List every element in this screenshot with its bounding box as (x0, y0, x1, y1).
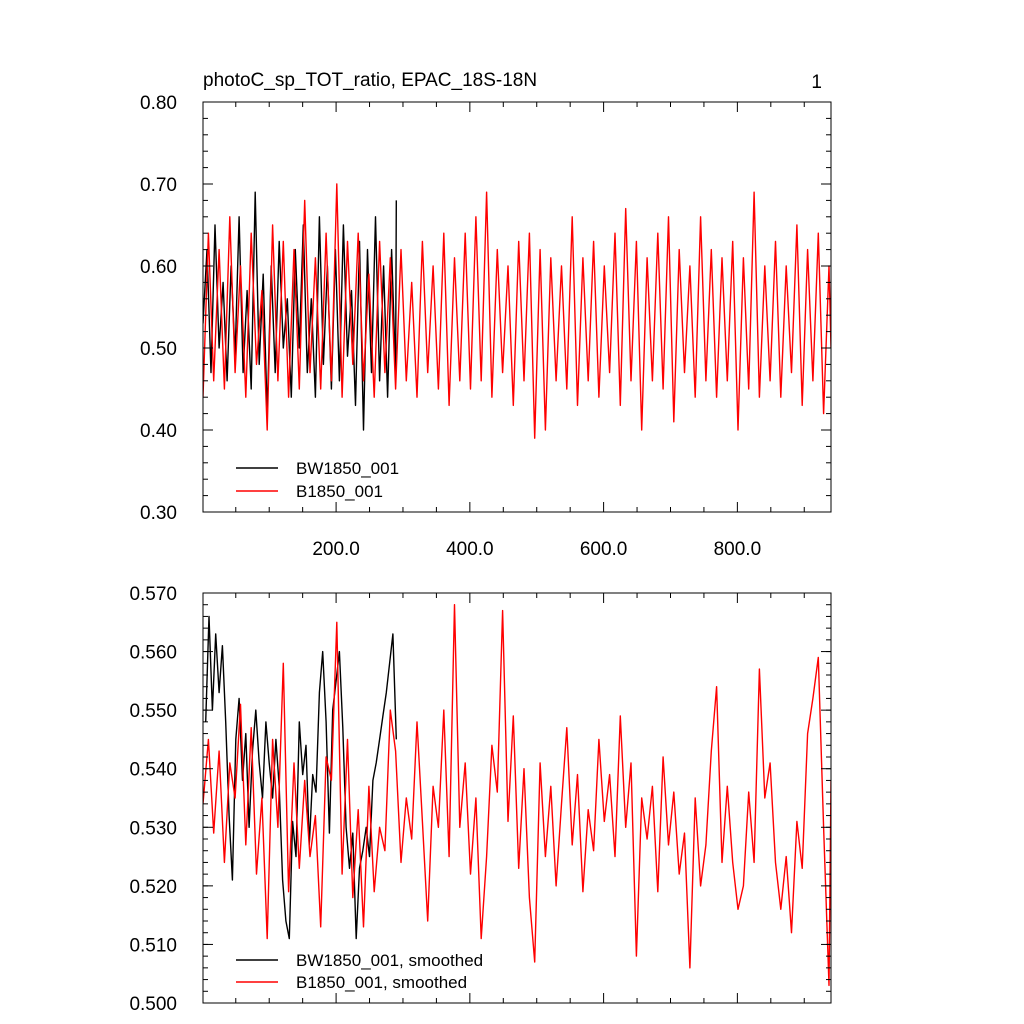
y-tick-label: 0.530 (129, 818, 177, 839)
series-line-1 (203, 191, 397, 431)
x-tick-label: 400.0 (446, 539, 494, 560)
y-tick-label: 0.500 (129, 994, 177, 1015)
y-tick-label: 0.510 (129, 935, 177, 956)
y-tick-label: 0.50 (140, 339, 177, 360)
plot-frame (202, 592, 832, 1004)
series-line-1 (205, 615, 397, 940)
y-tick-label: 0.60 (140, 257, 177, 278)
bottom-panel: 0.500 0.510 0.520 0.530 0.540 0.550 0.560 0.570… (129, 584, 832, 1015)
y-tick-label: 0.40 (140, 421, 177, 442)
x-tick-label: 600.0 (580, 539, 628, 560)
series-line-2 (203, 604, 831, 987)
y-tick-label: 0.550 (129, 701, 177, 722)
chart-title: photoC_sp_TOT_ratio, EPAC_18S-18N (203, 70, 537, 91)
legend-label-1: BW1850_001 (296, 459, 399, 478)
legend-label-2: B1850_001, smoothed (296, 973, 467, 992)
top-panel: 0.30 0.40 0.50 0.60 0.70 0.80 200.0 400.0 600.0 8… (140, 93, 832, 560)
plot-frame (202, 101, 832, 513)
page-number: 1 (811, 72, 822, 93)
y-tick-label: 0.540 (129, 760, 177, 781)
legend-label-1: BW1850_001, smoothed (296, 951, 483, 970)
y-tick-label: 0.70 (140, 175, 177, 196)
y-tick-label: 0.80 (140, 93, 177, 114)
x-tick-label: 200.0 (312, 539, 360, 560)
series-line-2 (203, 183, 831, 439)
y-tick-label: 0.30 (140, 503, 177, 524)
legend-label-2: B1850_001 (296, 482, 383, 501)
x-tick-label: 800.0 (714, 539, 762, 560)
y-tick-label: 0.570 (129, 584, 177, 605)
y-tick-label: 0.520 (129, 877, 177, 898)
y-tick-label: 0.560 (129, 643, 177, 664)
